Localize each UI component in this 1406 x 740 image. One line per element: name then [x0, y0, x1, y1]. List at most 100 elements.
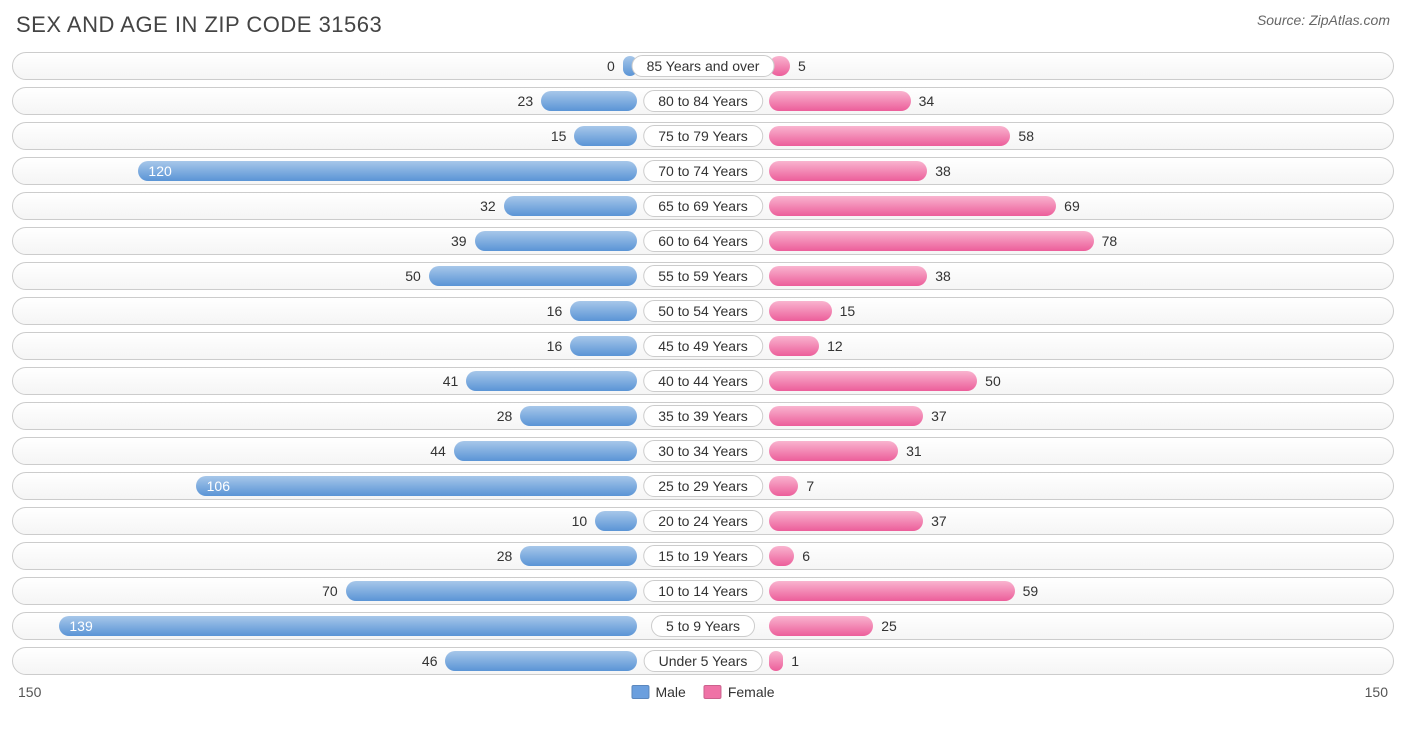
- male-bar: [570, 336, 637, 356]
- age-group-label: 35 to 39 Years: [643, 405, 763, 427]
- female-bar: [769, 581, 1014, 601]
- male-bar: [454, 441, 637, 461]
- male-bar: [541, 91, 637, 111]
- legend-label-male: Male: [655, 684, 685, 700]
- age-group-label: 40 to 44 Years: [643, 370, 763, 392]
- pyramid-row: 35 to 39 Years 28 37: [12, 402, 1394, 430]
- female-value-label: 5: [798, 58, 806, 74]
- pyramid-row: 45 to 49 Years1612: [12, 332, 1394, 360]
- age-group-label: 15 to 19 Years: [643, 545, 763, 567]
- age-group-label: 45 to 49 Years: [643, 335, 763, 357]
- female-bar: [769, 616, 873, 636]
- female-value-label: 37: [931, 408, 947, 424]
- age-group-label: 10 to 14 Years: [643, 580, 763, 602]
- female-value-label: 38: [935, 268, 951, 284]
- male-bar: [475, 231, 637, 251]
- male-value-label: 16: [547, 303, 563, 319]
- male-bar: [429, 266, 637, 286]
- male-value-label: 70: [322, 583, 338, 599]
- pyramid-row: 10 to 14 Years 70 59: [12, 577, 1394, 605]
- pyramid-row: 20 to 24 Years1037: [12, 507, 1394, 535]
- male-value-label: 50: [405, 268, 421, 284]
- male-value-label: 10: [572, 513, 588, 529]
- male-bar: [520, 406, 636, 426]
- male-value-label: 23: [518, 93, 534, 109]
- female-bar: [769, 196, 1056, 216]
- female-bar: [769, 231, 1093, 251]
- female-bar: [769, 301, 831, 321]
- female-value-label: 38: [935, 163, 951, 179]
- age-group-label: Under 5 Years: [644, 650, 763, 672]
- female-bar: [769, 406, 923, 426]
- age-group-label: 85 Years and over: [632, 55, 775, 77]
- age-group-label: 80 to 84 Years: [643, 90, 763, 112]
- pyramid-row: 55 to 59 Years 50 38: [12, 262, 1394, 290]
- chart-header: SEX AND AGE IN ZIP CODE 31563 Source: Zi…: [12, 8, 1394, 38]
- pyramid-row: 80 to 84 Years 23 34: [12, 87, 1394, 115]
- age-group-label: 55 to 59 Years: [643, 265, 763, 287]
- male-bar: [466, 371, 636, 391]
- age-group-label: 30 to 34 Years: [643, 440, 763, 462]
- female-bar: [769, 336, 819, 356]
- age-group-label: 25 to 29 Years: [643, 475, 763, 497]
- pyramid-row: 60 to 64 Years3978: [12, 227, 1394, 255]
- x-axis-left-max: 150: [18, 684, 41, 700]
- male-bar: [196, 476, 637, 496]
- female-value-label: 59: [1023, 583, 1039, 599]
- male-value-label: 44: [430, 443, 446, 459]
- male-value-label: 139: [69, 618, 92, 634]
- female-value-label: 15: [840, 303, 856, 319]
- male-bar: [570, 301, 637, 321]
- age-group-label: 75 to 79 Years: [643, 125, 763, 147]
- male-bar: [574, 126, 636, 146]
- female-value-label: 58: [1018, 128, 1034, 144]
- female-value-label: 69: [1064, 198, 1080, 214]
- pyramid-row: Under 5 Years 46 1: [12, 647, 1394, 675]
- female-value-label: 34: [919, 93, 935, 109]
- female-bar: [769, 91, 910, 111]
- legend-item-male: Male: [631, 684, 685, 700]
- age-group-label: 65 to 69 Years: [643, 195, 763, 217]
- legend-swatch-female: [704, 685, 722, 699]
- pyramid-row: 30 to 34 Years 44 31: [12, 437, 1394, 465]
- female-value-label: 6: [802, 548, 810, 564]
- pyramid-row: 25 to 29 Years1067: [12, 472, 1394, 500]
- chart-legend: Male Female: [631, 684, 774, 700]
- female-bar: [769, 651, 783, 671]
- x-axis-right-max: 150: [1365, 684, 1388, 700]
- male-value-label: 46: [422, 653, 438, 669]
- male-value-label: 32: [480, 198, 496, 214]
- female-value-label: 31: [906, 443, 922, 459]
- female-bar: [769, 546, 794, 566]
- female-bar: [769, 511, 923, 531]
- age-group-label: 60 to 64 Years: [643, 230, 763, 252]
- female-bar: [769, 161, 927, 181]
- female-value-label: 7: [806, 478, 814, 494]
- male-value-label: 0: [607, 58, 615, 74]
- female-bar: [769, 476, 798, 496]
- age-group-label: 50 to 54 Years: [643, 300, 763, 322]
- male-bar: [504, 196, 637, 216]
- female-bar: [769, 266, 927, 286]
- pyramid-row: 50 to 54 Years 16 15: [12, 297, 1394, 325]
- male-value-label: 28: [497, 408, 513, 424]
- male-value-label: 120: [148, 163, 171, 179]
- female-value-label: 1: [791, 653, 799, 669]
- male-value-label: 41: [443, 373, 459, 389]
- female-bar: [769, 126, 1010, 146]
- legend-label-female: Female: [728, 684, 775, 700]
- male-value-label: 28: [497, 548, 513, 564]
- age-group-label: 70 to 74 Years: [643, 160, 763, 182]
- pyramid-row: 40 to 44 Years4150: [12, 367, 1394, 395]
- male-bar: [595, 511, 637, 531]
- legend-swatch-male: [631, 685, 649, 699]
- legend-item-female: Female: [704, 684, 775, 700]
- male-bar: [346, 581, 637, 601]
- male-bar: [138, 161, 637, 181]
- age-group-label: 20 to 24 Years: [643, 510, 763, 532]
- female-bar: [769, 371, 977, 391]
- pyramid-row: 65 to 69 Years 32 69: [12, 192, 1394, 220]
- male-value-label: 15: [551, 128, 567, 144]
- chart-source: Source: ZipAtlas.com: [1257, 12, 1390, 28]
- male-value-label: 16: [547, 338, 563, 354]
